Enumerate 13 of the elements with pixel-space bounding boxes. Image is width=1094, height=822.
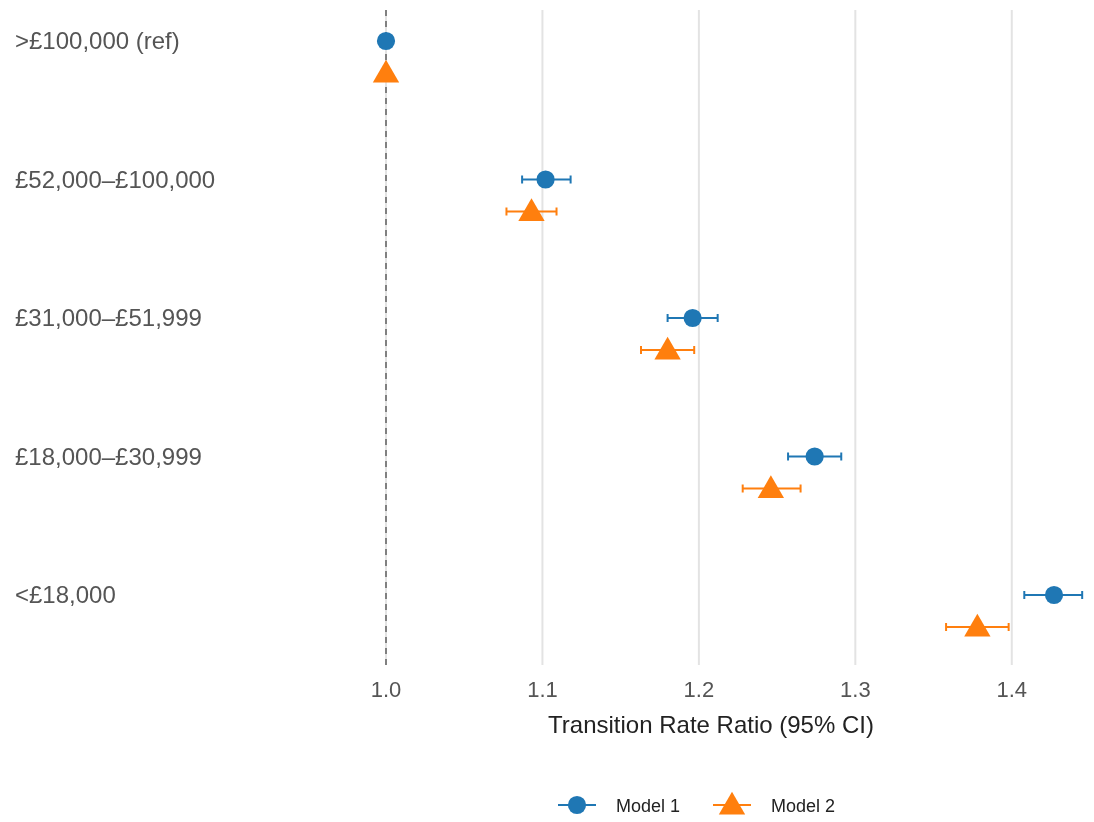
legend-label: Model 1 [616,796,681,816]
y-tick-label: £52,000–£100,000 [15,165,216,193]
y-tick-label: >£100,000 (ref) [15,27,180,54]
legend-label: Model 2 [771,796,836,816]
x-axis-title: Transition Rate Ratio (95% CI) [548,711,874,738]
y-tick-label: £18,000–£30,999 [15,442,202,470]
x-tick-label: 1.4 [996,677,1028,702]
x-tick-label: 1.1 [527,677,558,702]
y-tick-label: <£18,000 [15,581,116,608]
x-tick-label: 1.3 [840,677,871,702]
x-tick-label: 1.0 [370,677,402,702]
y-tick-label: £31,000–£51,999 [15,304,202,331]
x-tick-label: 1.2 [683,677,715,702]
